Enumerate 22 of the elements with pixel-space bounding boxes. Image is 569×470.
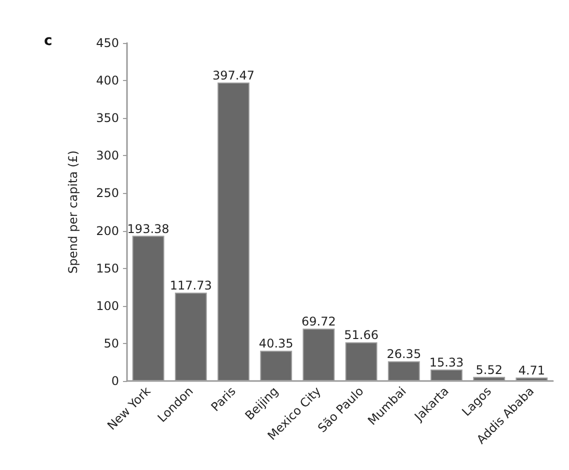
data-label: 40.35 [258,336,294,351]
y-tick-label: 150 [96,261,119,276]
y-tick-label: 100 [96,298,119,313]
data-label: 15.33 [429,355,464,370]
y-tick-label: 50 [104,336,119,350]
y-tick-label: 400 [96,74,119,88]
data-label: 117.73 [170,278,212,293]
y-tick-label: 350 [96,111,119,126]
data-label: 26.35 [386,347,422,362]
y-tick-label: 450 [96,36,119,50]
y-tick-label: 300 [96,148,119,163]
data-label: 51.66 [344,328,378,342]
data-label: 193.38 [127,222,170,236]
data-label: 4.71 [518,363,546,378]
y-tick-label: 0 [111,374,119,388]
y-tick-label: 250 [96,186,119,200]
data-label: 5.52 [476,362,502,377]
y-axis-title: Spend per capita (£) [66,150,80,274]
data-label: 397.47 [212,68,254,82]
y-tick-label: 200 [96,224,119,238]
data-label: 69.72 [302,314,336,329]
text: c [44,33,52,49]
